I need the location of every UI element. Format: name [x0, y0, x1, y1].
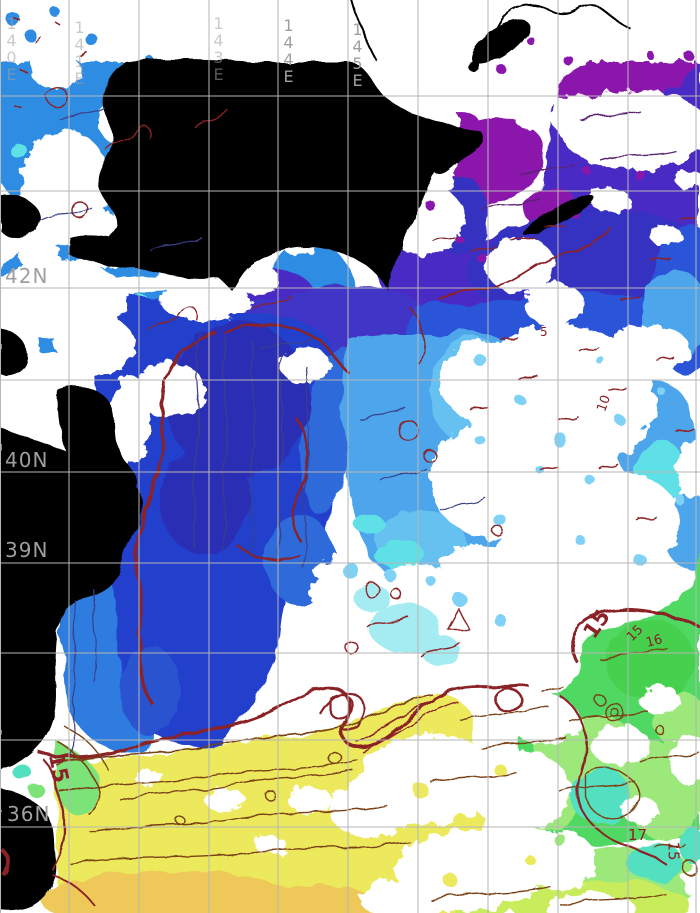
coastline-arcs [351, 0, 631, 61]
front-contours [0, 225, 700, 907]
thin-contours [11, 15, 697, 657]
purple-area-contours [479, 110, 677, 211]
cold-area-contours [39, 107, 487, 757]
kunashiri-island [471, 19, 529, 65]
tsugaru-land-patch [0, 328, 29, 376]
honshu-landmass [0, 428, 144, 770]
hokkaido-landmass [98, 58, 484, 291]
honshu-south-coast [0, 788, 57, 911]
land-layer [0, 0, 631, 911]
oshima-peninsula [68, 235, 229, 279]
sst-contour-layer [0, 15, 700, 907]
warm-area-contours [54, 648, 700, 906]
hokkaido-west-arm [0, 194, 41, 238]
